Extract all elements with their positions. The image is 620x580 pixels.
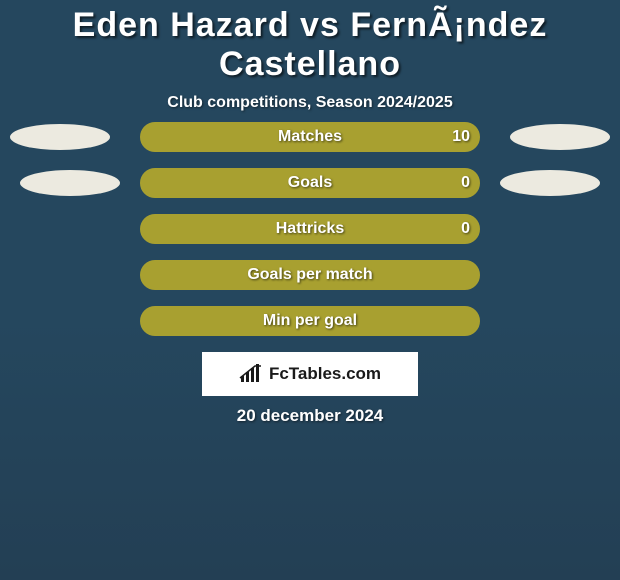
stat-row: Hattricks0 xyxy=(0,214,620,244)
stat-row: Goals0 xyxy=(0,168,620,198)
stat-label: Min per goal xyxy=(140,306,480,336)
stat-label: Matches xyxy=(140,122,480,152)
stat-row: Min per goal xyxy=(0,306,620,336)
brand-chart-icon xyxy=(239,364,263,384)
medal-left xyxy=(10,124,110,150)
brand-badge: FcTables.com xyxy=(202,352,418,396)
medal-right xyxy=(510,124,610,150)
stat-row: Goals per match xyxy=(0,260,620,290)
page-title: Eden Hazard vs FernÃ¡ndez Castellano xyxy=(0,0,620,84)
medal-left xyxy=(20,170,120,196)
stat-value-right: 0 xyxy=(461,214,470,244)
date-text: 20 december 2024 xyxy=(0,406,620,426)
stat-row: Matches10 xyxy=(0,122,620,152)
subtitle: Club competitions, Season 2024/2025 xyxy=(0,94,620,112)
stat-value-right: 10 xyxy=(452,122,470,152)
stat-rows: Matches10Goals0Hattricks0Goals per match… xyxy=(0,122,620,352)
brand-text: FcTables.com xyxy=(269,364,381,384)
stat-label: Goals per match xyxy=(140,260,480,290)
stat-label: Hattricks xyxy=(140,214,480,244)
stat-label: Goals xyxy=(140,168,480,198)
stat-value-right: 0 xyxy=(461,168,470,198)
comparison-infographic: Eden Hazard vs FernÃ¡ndez Castellano Clu… xyxy=(0,0,620,580)
medal-right xyxy=(500,170,600,196)
